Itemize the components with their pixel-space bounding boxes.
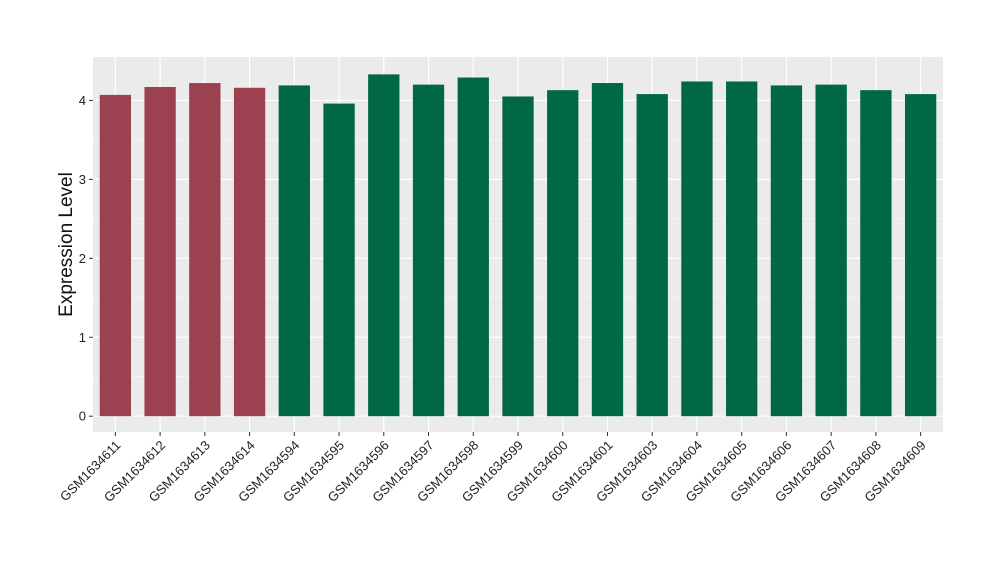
y-axis: 0 1 2 3 4	[79, 93, 93, 424]
bar-GSM1634614	[233, 87, 266, 417]
y-tick-label: 2	[79, 251, 86, 266]
bar-GSM1634595	[323, 103, 355, 417]
bar-GSM1634606	[770, 85, 803, 417]
bar-GSM1634597	[412, 84, 445, 417]
bar-GSM1634604	[681, 81, 713, 417]
bar-GSM1634611	[99, 94, 132, 417]
bar-GSM1634607	[815, 84, 847, 417]
y-tick-label: 1	[79, 330, 86, 345]
y-tick-label: 4	[79, 93, 86, 108]
bar-GSM1634609	[904, 94, 937, 417]
bar-GSM1634608	[860, 90, 892, 417]
bar-GSM1634612	[144, 87, 176, 417]
x-axis: GSM1634611GSM1634612GSM1634613GSM1634614…	[57, 432, 929, 505]
y-tick-label: 3	[79, 172, 86, 187]
bar-GSM1634594	[278, 85, 310, 417]
y-tick-label: 0	[79, 409, 86, 424]
bar-GSM1634599	[502, 96, 534, 417]
bar-GSM1634600	[547, 90, 579, 417]
bar-GSM1634603	[636, 94, 668, 417]
bar-GSM1634601	[591, 83, 624, 417]
bars	[99, 74, 937, 417]
bar-GSM1634596	[368, 74, 400, 417]
y-axis-label: Expression Level	[56, 172, 77, 317]
bar-GSM1634613	[189, 83, 221, 417]
bar-GSM1634605	[726, 81, 758, 417]
bar-GSM1634598	[457, 77, 489, 417]
